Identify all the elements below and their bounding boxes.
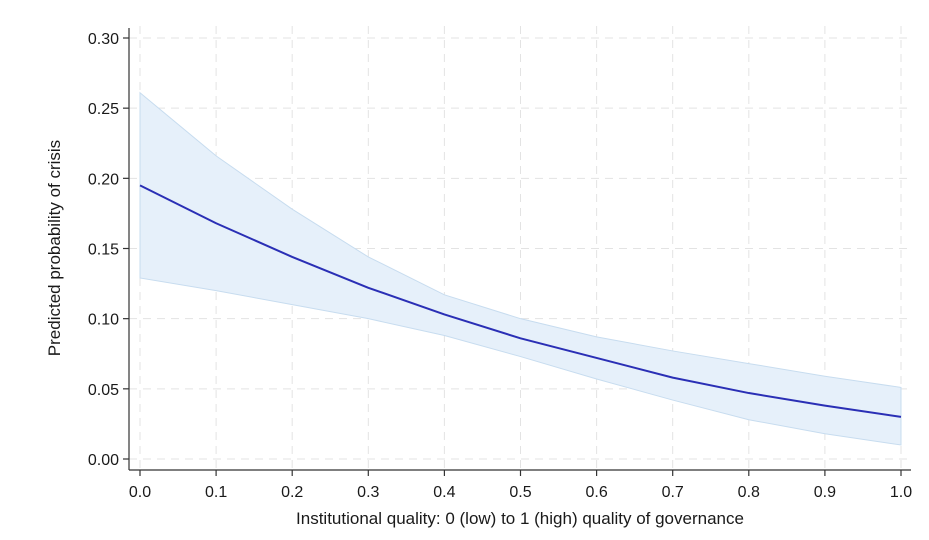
x-tick-label: 0.0 xyxy=(129,484,151,501)
confidence-band-layer xyxy=(139,91,902,446)
x-tick-label: 0.1 xyxy=(205,484,227,501)
x-tick-label: 0.8 xyxy=(738,484,760,501)
y-tick-label: 0.20 xyxy=(88,171,119,188)
y-tick-label: 0.05 xyxy=(88,382,119,399)
x-tick-label: 0.6 xyxy=(585,484,607,501)
y-axis-title: Predicted probability of crisis xyxy=(45,140,64,356)
x-tick-label: 0.2 xyxy=(281,484,303,501)
y-tick-label: 0.25 xyxy=(88,101,119,118)
y-tick-label: 0.10 xyxy=(88,312,119,329)
x-tick-label: 0.5 xyxy=(509,484,531,501)
x-tick-label: 0.9 xyxy=(814,484,836,501)
x-tick-label: 0.7 xyxy=(662,484,684,501)
x-tick-label: 0.3 xyxy=(357,484,379,501)
y-tick-label: 0.30 xyxy=(88,31,119,48)
x-tick-label: 1.0 xyxy=(890,484,912,501)
confidence-band xyxy=(139,91,902,446)
prediction-line xyxy=(139,184,902,418)
y-tick-label: 0.15 xyxy=(88,242,119,259)
x-tick-label: 0.4 xyxy=(433,484,455,501)
x-axis-title: Institutional quality: 0 (low) to 1 (hig… xyxy=(296,509,744,528)
y-tick-label: 0.00 xyxy=(88,452,119,469)
axis-layer: 0.00 0.05 0.10 0.15 0.20 0.25 0.30 0.0 0.1 0.2 0.3… xyxy=(88,28,912,501)
prediction-line-layer xyxy=(139,184,902,418)
